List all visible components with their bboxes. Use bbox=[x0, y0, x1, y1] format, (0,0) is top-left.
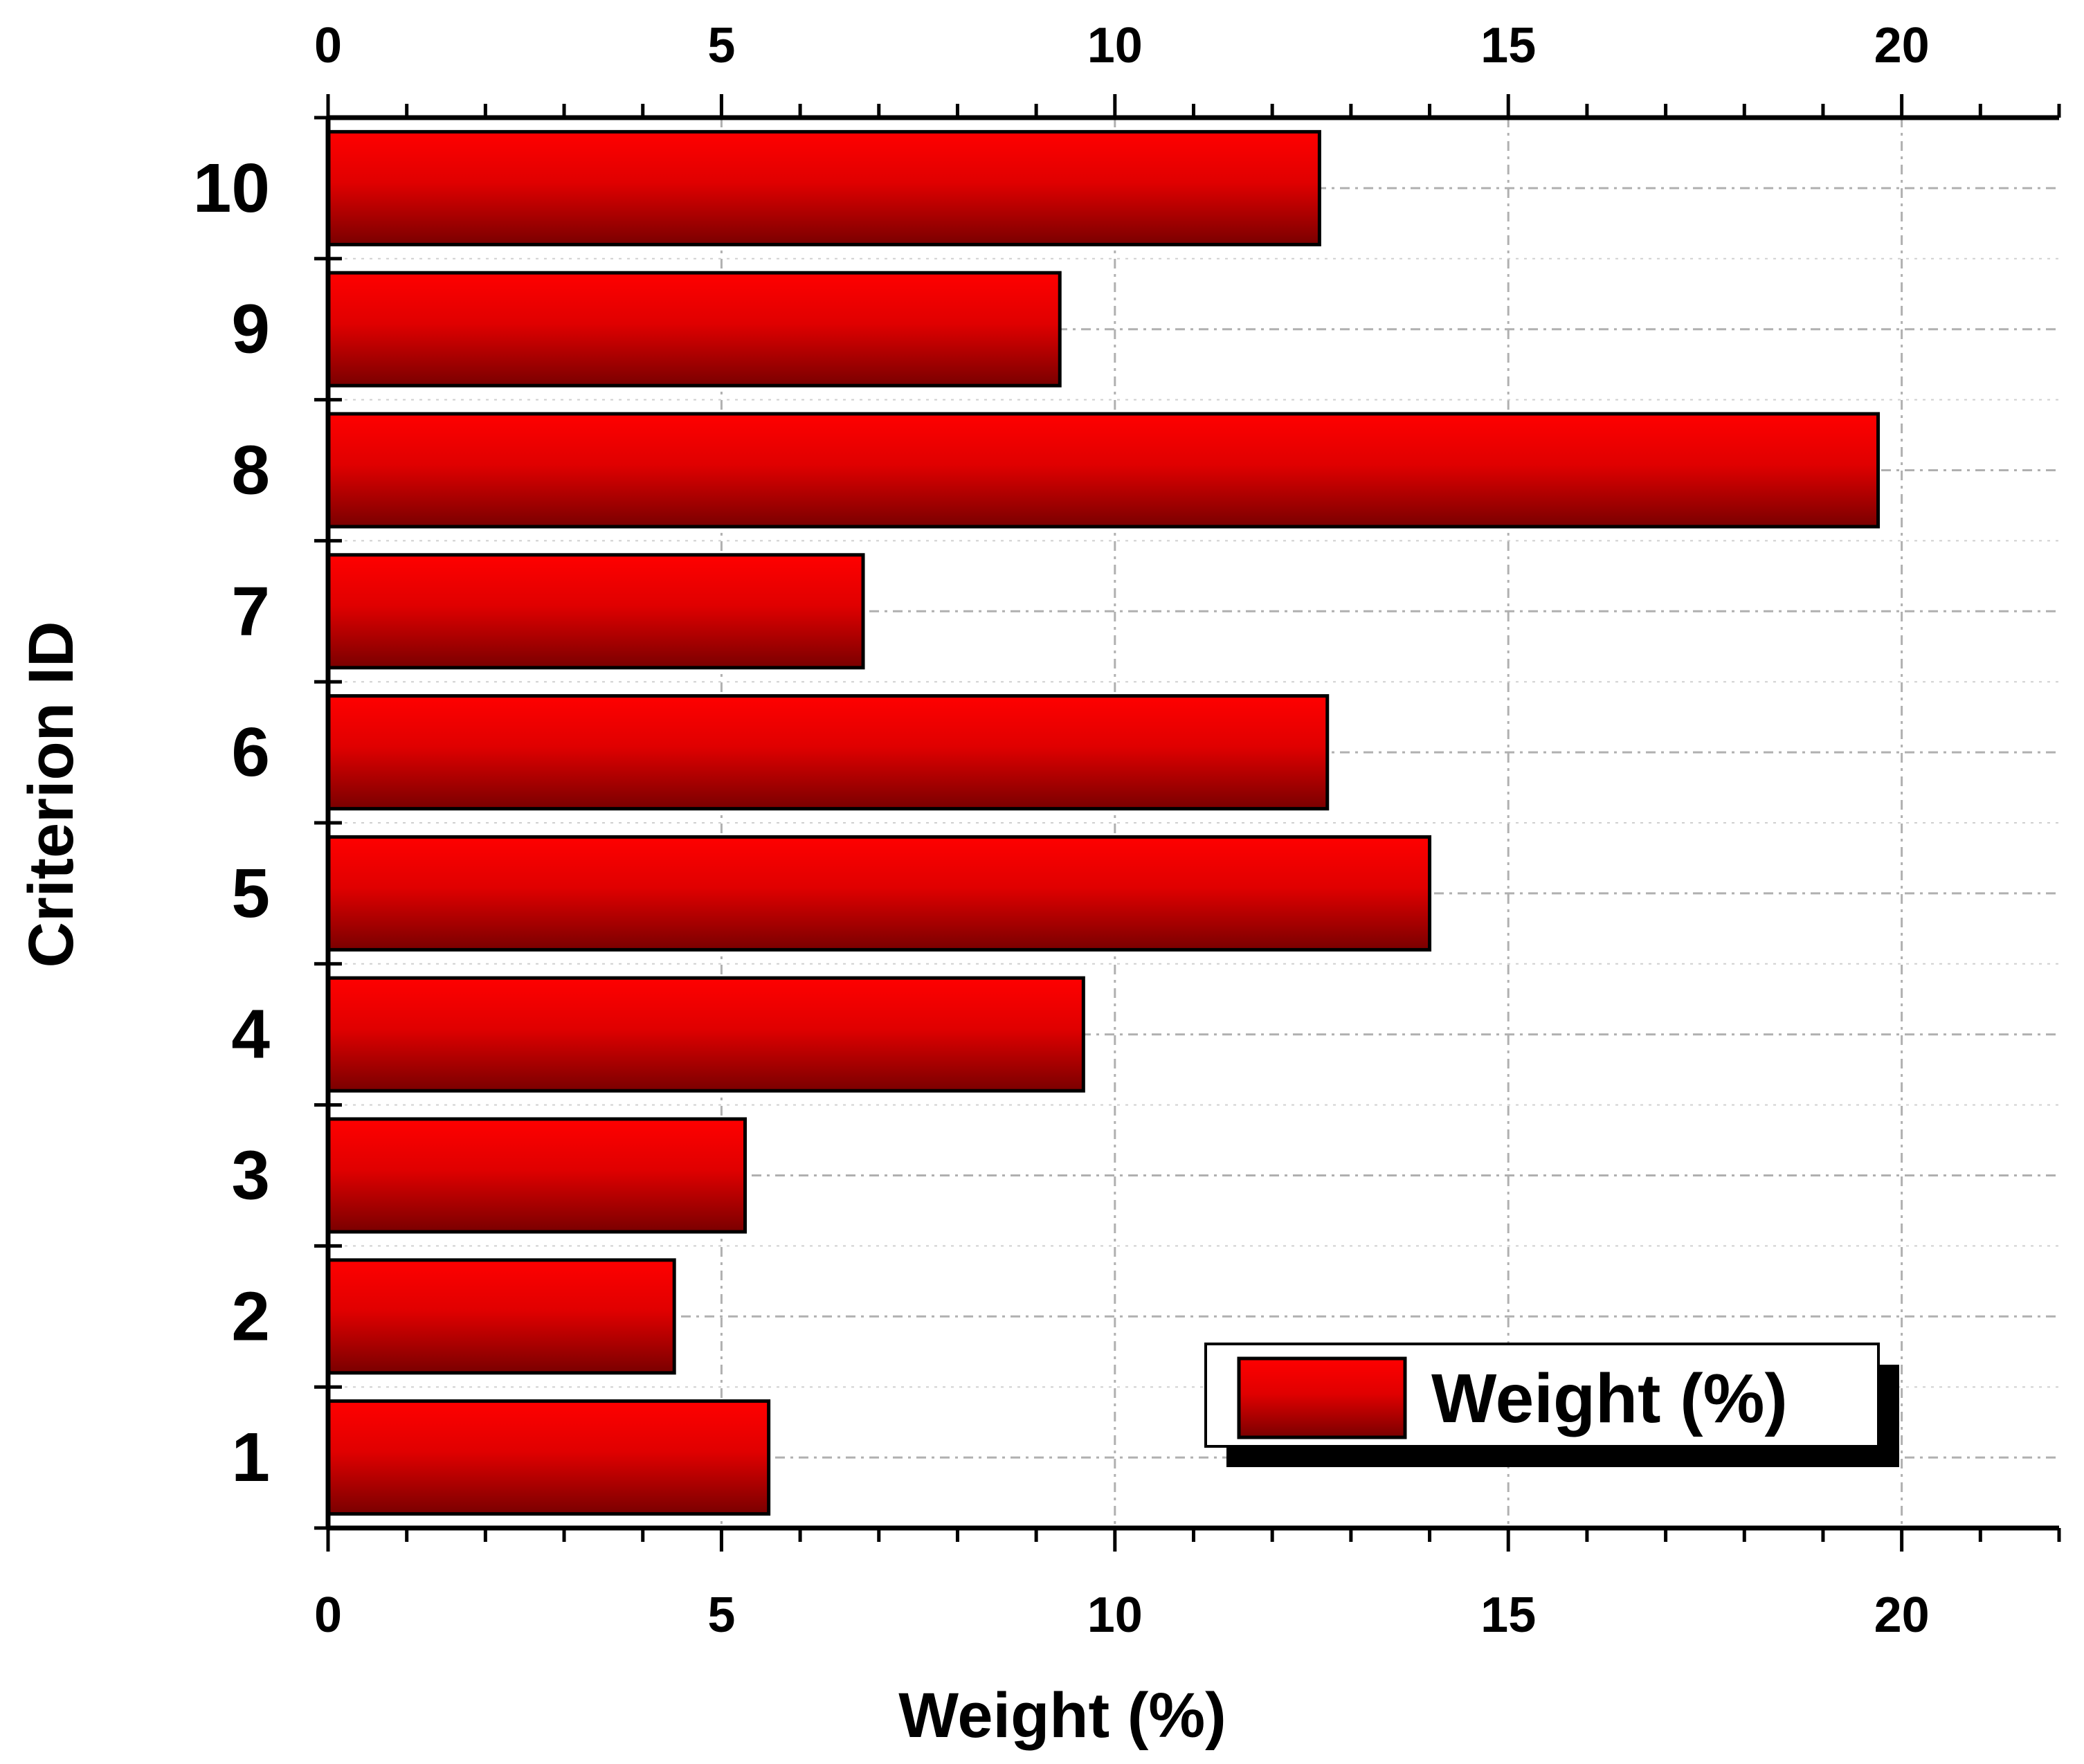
x-tick-labels-top: 0 5 10 15 20 bbox=[314, 18, 1930, 73]
x-tick-label-top: 0 bbox=[314, 18, 342, 73]
x-tick-label-bottom: 15 bbox=[1480, 1588, 1536, 1643]
bar bbox=[326, 553, 865, 670]
x-tick-label-bottom: 20 bbox=[1874, 1588, 1930, 1643]
y-tick-label: 6 bbox=[231, 713, 270, 791]
bar bbox=[326, 1117, 747, 1234]
legend-label: Weight (%) bbox=[1431, 1360, 1788, 1437]
x-tick-label-bottom: 10 bbox=[1087, 1588, 1143, 1643]
bar bbox=[326, 271, 1062, 388]
bar bbox=[326, 1258, 676, 1375]
axes bbox=[314, 94, 2061, 1552]
legend-swatch bbox=[1237, 1356, 1407, 1439]
y-tick-label: 9 bbox=[231, 291, 270, 368]
x-axis-title: Weight (%) bbox=[898, 1680, 1226, 1751]
x-tick-label-top: 10 bbox=[1087, 18, 1143, 73]
x-tick-label-top: 5 bbox=[707, 18, 735, 73]
x-tick-labels-bottom: 0 5 10 15 20 bbox=[314, 1588, 1930, 1643]
y-tick-label: 4 bbox=[231, 996, 270, 1073]
bar bbox=[326, 694, 1330, 811]
y-tick-labels: 1 2 3 4 5 6 7 8 9 10 bbox=[193, 149, 271, 1496]
x-tick-label-bottom: 5 bbox=[707, 1588, 735, 1643]
bar bbox=[326, 835, 1432, 952]
y-tick-label: 10 bbox=[193, 149, 270, 227]
x-tick-label-bottom: 0 bbox=[314, 1588, 342, 1643]
x-tick-label-top: 20 bbox=[1874, 18, 1930, 73]
y-tick-label: 5 bbox=[231, 855, 270, 932]
bar bbox=[326, 976, 1085, 1093]
y-axis-title: Criterion ID bbox=[16, 621, 87, 968]
y-tick-label: 1 bbox=[231, 1419, 270, 1496]
bar bbox=[326, 1399, 771, 1516]
y-tick-label: 2 bbox=[231, 1277, 270, 1355]
bars bbox=[326, 129, 1881, 1516]
y-tick-label: 3 bbox=[231, 1137, 270, 1215]
y-tick-label: 8 bbox=[231, 432, 270, 509]
legend: Weight (%) bbox=[1204, 1343, 1899, 1467]
bar bbox=[326, 412, 1881, 529]
bar bbox=[326, 129, 1321, 246]
x-tick-label-top: 15 bbox=[1480, 18, 1536, 73]
y-tick-label: 7 bbox=[231, 572, 270, 650]
